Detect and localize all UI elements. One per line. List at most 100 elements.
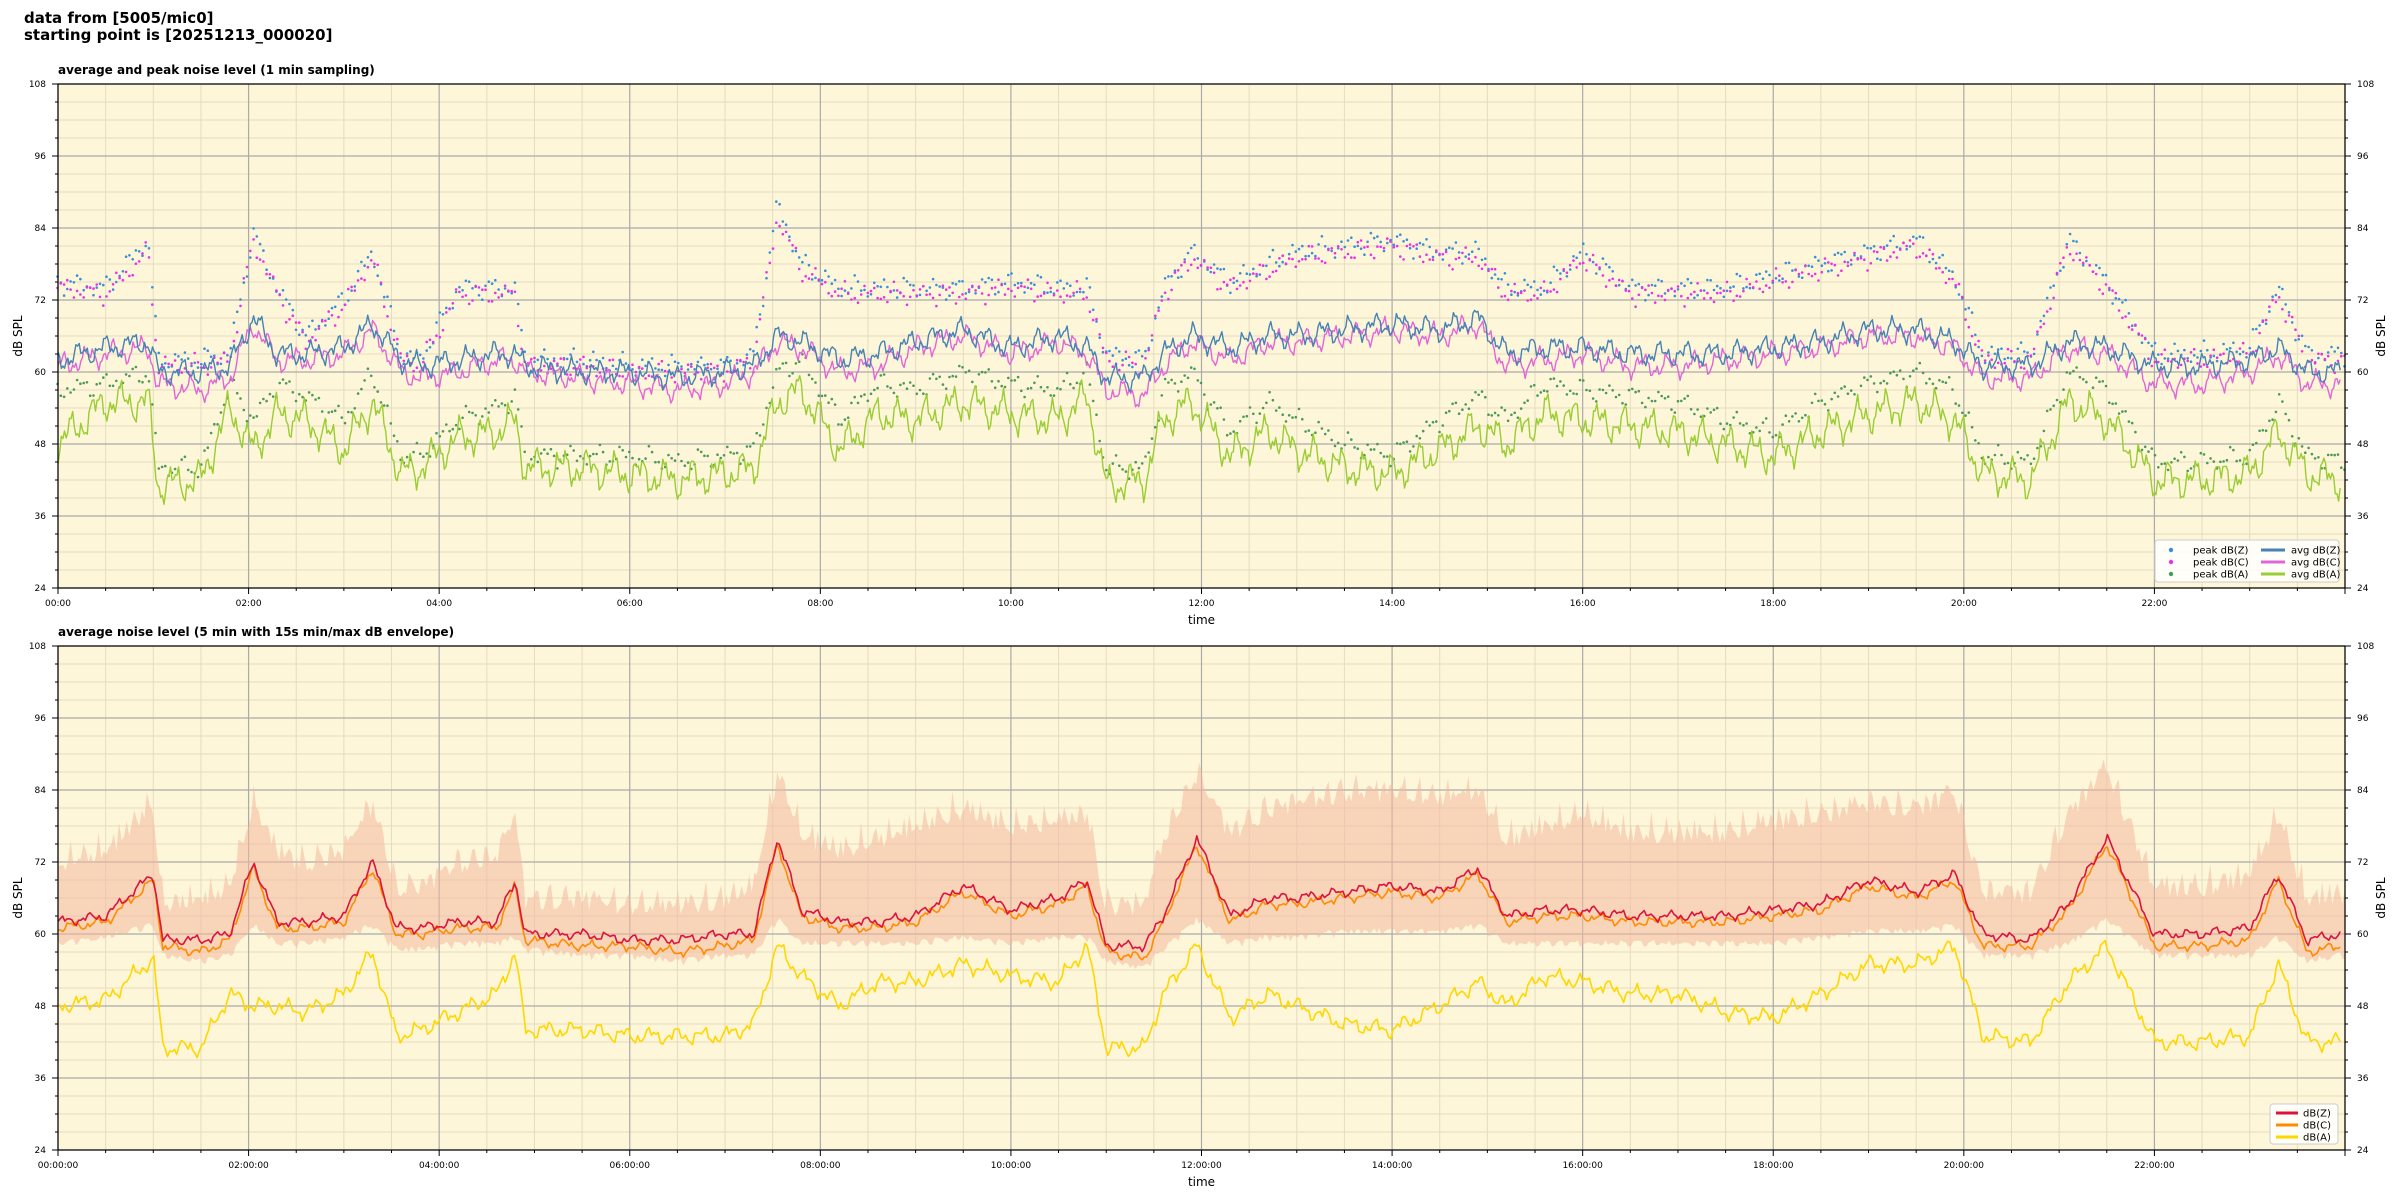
peak-point — [1725, 422, 1729, 425]
peak-point — [157, 467, 161, 470]
peak-point — [62, 395, 66, 399]
peak-point — [137, 250, 141, 253]
peak-point — [569, 444, 572, 448]
peak-point — [1363, 453, 1366, 457]
peak-point — [1996, 348, 2000, 351]
peak-point — [2209, 354, 2212, 358]
peak-point — [2140, 341, 2144, 345]
peak-point — [1872, 382, 1876, 385]
peak-point — [1294, 250, 1298, 253]
peak-point — [2108, 286, 2111, 290]
peak-point — [791, 244, 794, 247]
peak-point — [739, 358, 742, 362]
y-tick-label: 108 — [29, 80, 46, 90]
peak-point — [1781, 423, 1784, 426]
peak-point — [1539, 293, 1543, 296]
peak-point — [804, 275, 807, 278]
peak-point — [1007, 376, 1010, 380]
peak-point — [1219, 287, 1222, 291]
peak-point — [454, 423, 458, 427]
peak-point — [2268, 305, 2271, 309]
peak-point — [814, 267, 817, 270]
peak-point — [59, 282, 63, 285]
peak-point — [474, 414, 478, 417]
peak-point — [1389, 464, 1392, 468]
peak-point — [997, 379, 1000, 383]
peak-point — [1683, 397, 1686, 400]
peak-point — [2179, 363, 2183, 367]
peak-point — [1608, 279, 1611, 282]
peak-point — [1931, 382, 1935, 386]
peak-point — [1761, 290, 1765, 294]
peak-point — [95, 286, 98, 289]
peak-point — [817, 278, 821, 281]
peak-point — [69, 280, 72, 283]
peak-point — [572, 367, 575, 370]
peak-point — [1232, 281, 1235, 285]
y-tick-label: 96 — [35, 152, 47, 162]
peak-point — [1330, 438, 1333, 442]
peak-point — [1291, 257, 1294, 261]
peak-point — [1908, 375, 1912, 378]
peak-point — [95, 283, 98, 286]
peak-point — [1598, 266, 1601, 269]
peak-point — [824, 269, 827, 273]
peak-point — [879, 285, 883, 289]
peak-point — [2281, 307, 2284, 311]
peak-point — [1853, 253, 1856, 257]
peak-point — [690, 365, 693, 368]
peak-point — [1016, 286, 1020, 290]
peak-point — [1343, 256, 1347, 259]
peak-point — [735, 451, 739, 455]
peak-point — [451, 427, 455, 431]
peak-point — [369, 374, 373, 378]
peak-point — [1908, 239, 1912, 242]
peak-point — [1908, 245, 1912, 248]
peak-point — [1209, 403, 1213, 406]
peak-point — [745, 353, 749, 356]
peak-point — [448, 307, 451, 311]
peak-point — [886, 385, 889, 388]
peak-point — [1470, 250, 1474, 253]
peak-point — [1356, 244, 1360, 248]
peak-point — [1500, 406, 1503, 409]
peak-point — [2320, 352, 2323, 356]
peak-point — [1013, 295, 1017, 298]
peak-point — [1033, 283, 1036, 287]
peak-point — [1686, 296, 1690, 300]
peak-point — [134, 249, 138, 252]
peak-point — [337, 404, 340, 408]
peak-point — [1823, 257, 1827, 260]
peak-point — [1827, 269, 1830, 273]
peak-point — [2202, 453, 2206, 456]
peak-point — [1052, 293, 1056, 297]
peak-point — [1670, 287, 1673, 290]
peak-point — [2313, 361, 2317, 365]
peak-point — [1095, 320, 1098, 323]
y-tick-label: 96 — [35, 714, 47, 724]
peak-point — [389, 328, 393, 332]
peak-point — [755, 431, 758, 435]
peak-point — [1464, 255, 1467, 258]
peak-point — [722, 454, 726, 457]
peak-point — [886, 285, 889, 289]
peak-point — [670, 457, 673, 460]
peak-point — [1395, 235, 1399, 238]
peak-point — [905, 303, 909, 307]
peak-point — [2072, 239, 2075, 243]
peak-point — [824, 394, 827, 397]
peak-point — [876, 296, 879, 300]
peak-point — [1967, 306, 1971, 310]
peak-point — [2183, 455, 2186, 459]
peak-point — [131, 273, 134, 277]
peak-point — [2326, 453, 2330, 457]
peak-point — [1536, 394, 1539, 397]
peak-point — [2294, 338, 2297, 342]
peak-point — [448, 429, 451, 433]
peak-point — [1964, 318, 1967, 321]
peak-point — [1876, 390, 1879, 394]
x-tick-label: 02:00 — [236, 599, 262, 609]
peak-point — [1069, 284, 1072, 288]
peak-point — [213, 422, 216, 426]
peak-point — [72, 281, 76, 284]
